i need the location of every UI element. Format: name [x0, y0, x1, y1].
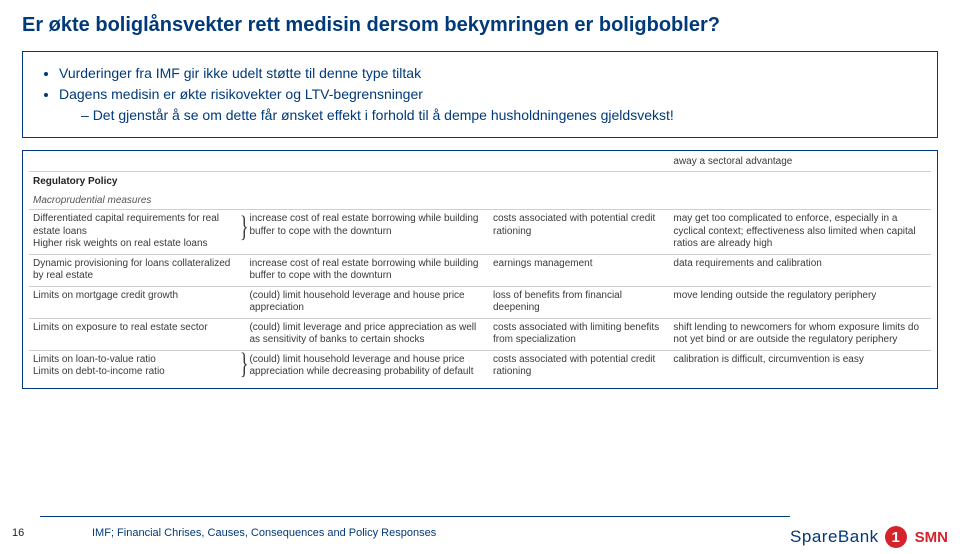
cell: increase cost of real estate borrowing w… — [245, 210, 489, 255]
cell: Differentiated capital requirements for … — [33, 213, 241, 238]
bullet-2a: Det gjenstår å se om dette får ønsket ef… — [81, 106, 923, 125]
footer-rule — [40, 516, 790, 517]
brace-icon: } — [240, 212, 249, 242]
cell: move lending outside the regulatory peri… — [669, 286, 931, 318]
cell: costs associated with limiting benefits … — [489, 318, 669, 350]
brace-icon: } — [240, 349, 249, 379]
cell: Dynamic provisioning for loans collatera… — [29, 254, 245, 286]
page-number: 16 — [12, 527, 40, 539]
cell: Limits on debt-to-income ratio — [33, 366, 241, 379]
table-row: Limits on exposure to real estate sector… — [29, 318, 931, 350]
cell: earnings management — [489, 254, 669, 286]
bullet-2: Dagens medisin er økte risikovekter og L… — [59, 85, 923, 125]
section-header: Regulatory Policy — [29, 172, 931, 192]
regulatory-table: away a sectoral advantage Regulatory Pol… — [22, 150, 938, 389]
pre-row-c4: away a sectoral advantage — [669, 153, 931, 172]
cell: Limits on loan-to-value ratio — [33, 354, 241, 367]
slide-title: Er økte boliglånsvekter rett medisin der… — [0, 0, 960, 47]
section-title: Regulatory Policy — [29, 172, 931, 192]
cell: costs associated with potential credit r… — [489, 350, 669, 382]
cell: Limits on exposure to real estate sector — [29, 318, 245, 350]
table-row: Dynamic provisioning for loans collatera… — [29, 254, 931, 286]
cell: shift lending to newcomers for whom expo… — [669, 318, 931, 350]
footer-note: IMF; Financial Chrises, Causes, Conseque… — [40, 527, 436, 539]
section-sub-text: Macroprudential measures — [29, 192, 931, 210]
cell: loss of benefits from financial deepenin… — [489, 286, 669, 318]
table-row: away a sectoral advantage — [29, 153, 931, 172]
cell: Limits on mortgage credit growth — [29, 286, 245, 318]
table-row: Limits on mortgage credit growth (could)… — [29, 286, 931, 318]
cell: (could) limit household leverage and hou… — [245, 350, 489, 382]
section-sub: Macroprudential measures — [29, 192, 931, 210]
cell: calibration is difficult, circumvention … — [669, 350, 931, 382]
bullet-1: Vurderinger fra IMF gir ikke udelt støtt… — [59, 64, 923, 83]
cell: (could) limit household leverage and hou… — [245, 286, 489, 318]
footer: 16 IMF; Financial Chrises, Causes, Conse… — [0, 516, 960, 554]
sparebank-logo: SpareBank 1 SMN — [790, 526, 948, 548]
cell: may get too complicated to enforce, espe… — [669, 210, 931, 255]
logo-mark-icon: 1 — [885, 526, 907, 548]
cell: Higher risk weights on real estate loans — [33, 238, 241, 251]
table-row: Differentiated capital requirements for … — [29, 210, 931, 255]
logo-smn: SMN — [915, 529, 948, 546]
bullet-box: Vurderinger fra IMF gir ikke udelt støtt… — [22, 51, 938, 138]
cell: costs associated with potential credit r… — [489, 210, 669, 255]
table-row: Limits on loan-to-value ratio Limits on … — [29, 350, 931, 382]
cell: increase cost of real estate borrowing w… — [245, 254, 489, 286]
bullet-2-text: Dagens medisin er økte risikovekter og L… — [59, 86, 423, 102]
cell: (could) limit leverage and price appreci… — [245, 318, 489, 350]
logo-text: SpareBank — [790, 527, 879, 547]
cell: data requirements and calibration — [669, 254, 931, 286]
